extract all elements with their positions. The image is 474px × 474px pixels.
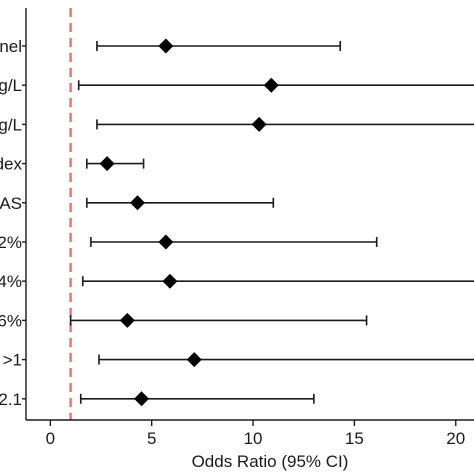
category-label: g/L (0, 76, 22, 95)
x-tick-label: 20 (446, 429, 465, 448)
odds-ratio-marker (186, 352, 202, 368)
odds-ratio-marker (263, 77, 279, 93)
odds-ratio-marker (162, 273, 178, 289)
category-label: 2% (0, 233, 22, 252)
category-label: dex (0, 155, 22, 174)
x-tick-label: 0 (46, 429, 55, 448)
category-label: nel (0, 37, 22, 56)
category-label: g/L (0, 115, 22, 134)
odds-ratio-marker (251, 116, 267, 132)
x-axis-title: Odds Ratio (95% CI) (192, 452, 349, 471)
category-labels: nel g/L g/L dex AS 2% 4% 6% >1 2.1 (0, 37, 26, 409)
x-tick-label: 10 (244, 429, 263, 448)
ci-whiskers (69, 41, 474, 404)
category-label: 4% (0, 272, 22, 291)
point-estimates (99, 38, 279, 407)
odds-ratio-marker (99, 156, 115, 172)
x-tick-label: 15 (345, 429, 364, 448)
x-tick-label: 5 (147, 429, 156, 448)
x-axis-ticks: 0 5 10 15 20 (46, 420, 465, 448)
odds-ratio-marker (129, 195, 145, 211)
category-label: >1 (3, 351, 22, 370)
odds-ratio-marker (158, 38, 174, 54)
category-label: AS (0, 194, 22, 213)
odds-ratio-marker (158, 234, 174, 250)
odds-ratio-marker (119, 312, 135, 328)
category-label: 2.1 (0, 390, 22, 409)
odds-ratio-marker (134, 391, 150, 407)
category-label: 6% (0, 311, 22, 330)
